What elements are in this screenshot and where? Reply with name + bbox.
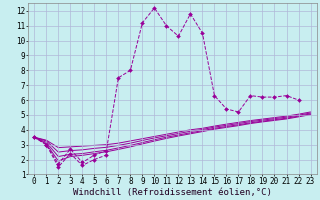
- X-axis label: Windchill (Refroidissement éolien,°C): Windchill (Refroidissement éolien,°C): [73, 188, 272, 197]
